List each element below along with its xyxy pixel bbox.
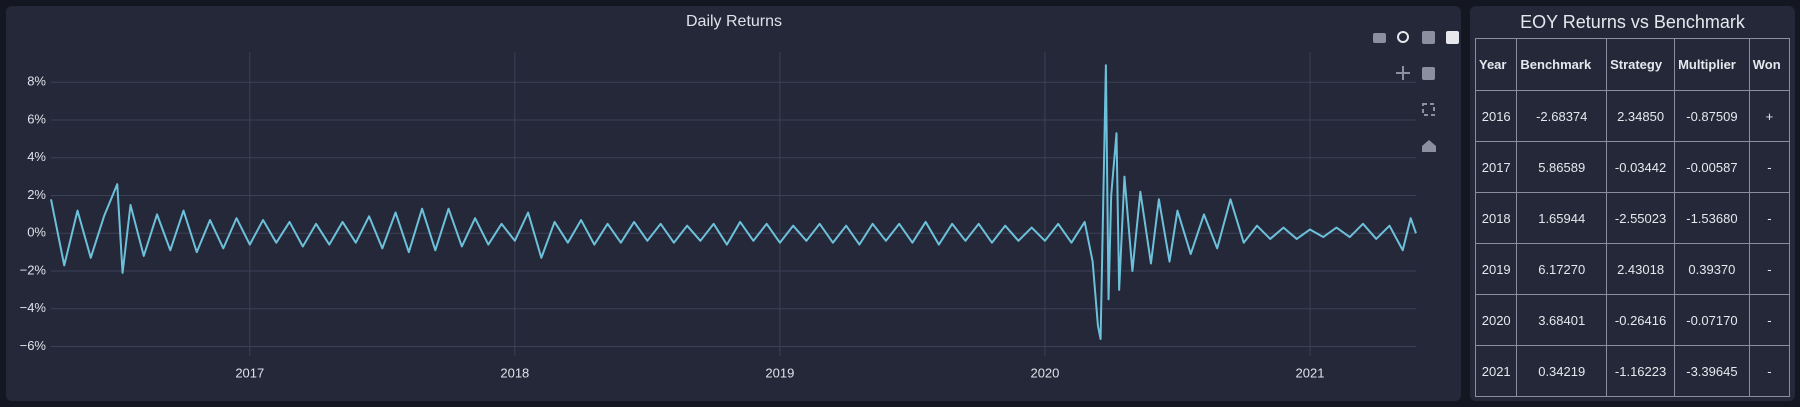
camera-icon[interactable] [1373, 33, 1386, 43]
table-cell: 2017 [1474, 141, 1518, 193]
column-header: Strategy [1606, 38, 1676, 91]
table-cell: -0.87509 [1674, 90, 1750, 142]
table-row: 2021 0.34219 -1.16223 -3.39645- [1474, 345, 1791, 397]
table-cell: - [1748, 345, 1791, 397]
table-cell: -0.07170 [1674, 294, 1750, 346]
x-tick-label: 2017 [235, 365, 264, 380]
table-cell: 1.65944 [1516, 192, 1608, 244]
table-cell: -0.00587 [1674, 141, 1750, 193]
table-cell: -1.53680 [1674, 192, 1750, 244]
table-cell: 2016 [1474, 90, 1518, 142]
table-row: 2017 5.86589 -0.03442 -0.00587- [1474, 141, 1791, 193]
y-tick-label: 8% [27, 74, 46, 89]
table-cell: 2018 [1474, 192, 1518, 244]
y-tick-label: −2% [20, 262, 47, 277]
table-cell: -3.39645 [1674, 345, 1750, 397]
chart-title: Daily Returns [686, 13, 782, 30]
zoom-icon[interactable] [1397, 31, 1409, 43]
y-tick-label: 4% [27, 149, 46, 164]
table-cell: -1.16223 [1606, 345, 1676, 397]
table-cell: 3.68401 [1516, 294, 1608, 346]
table-cell: 6.17270 [1516, 243, 1608, 295]
y-tick-label: 0% [27, 225, 46, 240]
table-cell: 2.34850 [1606, 90, 1676, 142]
x-tick-label: 2019 [765, 365, 794, 380]
table-panel: EOY Returns vs Benchmark Year Benchmark St… [1470, 6, 1795, 401]
x-tick-label: 2021 [1296, 365, 1325, 380]
pan-icon[interactable] [1396, 66, 1410, 80]
return-line [50, 64, 1417, 341]
column-header: Year [1474, 38, 1518, 91]
chart: Daily Returns −6% −4% −2% 0% 2% 4% 6% 8% 2017 201… [20, 13, 1459, 380]
x-tick-label: 2020 [1030, 365, 1059, 380]
table-cell: -0.03442 [1606, 141, 1676, 193]
table-row: 2020 3.68401 -0.26416 -0.07170- [1474, 294, 1791, 346]
table-cell: 5.86589 [1516, 141, 1608, 193]
column-header: Multiplier [1674, 38, 1750, 91]
table-cell: 0.34219 [1516, 345, 1608, 397]
table-cell: - [1748, 141, 1791, 193]
table-cell: + [1748, 90, 1791, 142]
table-cell: 2021 [1474, 345, 1518, 397]
table-cell: 0.39370 [1674, 243, 1750, 295]
table-cell: 2.43018 [1606, 243, 1676, 295]
toolbar[interactable] [1373, 31, 1459, 152]
header-row: Year Benchmark Strategy Multiplier Won [1474, 38, 1791, 91]
x-tick-label: 2018 [500, 365, 529, 380]
column-header: Won [1748, 38, 1791, 91]
chart-panel: Daily Returns −6% −4% −2% 0% 2% 4% 6% 8% 2017 201… [6, 6, 1461, 401]
table-cell: - [1748, 243, 1791, 295]
y-tick-label: −6% [20, 338, 47, 353]
table-cell: -2.68374 [1516, 90, 1608, 142]
table-cell: -2.55023 [1606, 192, 1676, 244]
y-tick-label: −4% [20, 300, 47, 315]
plotly-icon[interactable] [1446, 31, 1459, 44]
column-header: Benchmark [1516, 38, 1608, 91]
table-cell: 2020 [1474, 294, 1518, 346]
eoy-table: Year Benchmark Strategy Multiplier Won 2016 -2… [1474, 38, 1791, 397]
table-row: 2018 1.65944 -2.55023 -1.53680- [1474, 192, 1791, 244]
table-title: EOY Returns vs Benchmark [1520, 12, 1745, 32]
y-tick-label: 2% [27, 187, 46, 202]
table-cell: - [1748, 192, 1791, 244]
zoom-in-icon[interactable] [1422, 31, 1435, 44]
zoom-out-icon[interactable] [1422, 67, 1435, 80]
reset-icon[interactable] [1422, 140, 1436, 152]
table-cell: -0.26416 [1606, 294, 1676, 346]
autoscale-icon[interactable] [1422, 103, 1435, 116]
table-cell: - [1748, 294, 1791, 346]
table-row: 2016 -2.68374 2.34850 -0.87509 + [1474, 90, 1791, 142]
table-cell: 2019 [1474, 243, 1518, 295]
table-row: 2019 6.17270 2.43018 0.39370- [1474, 243, 1791, 295]
y-tick-label: 6% [27, 111, 46, 126]
